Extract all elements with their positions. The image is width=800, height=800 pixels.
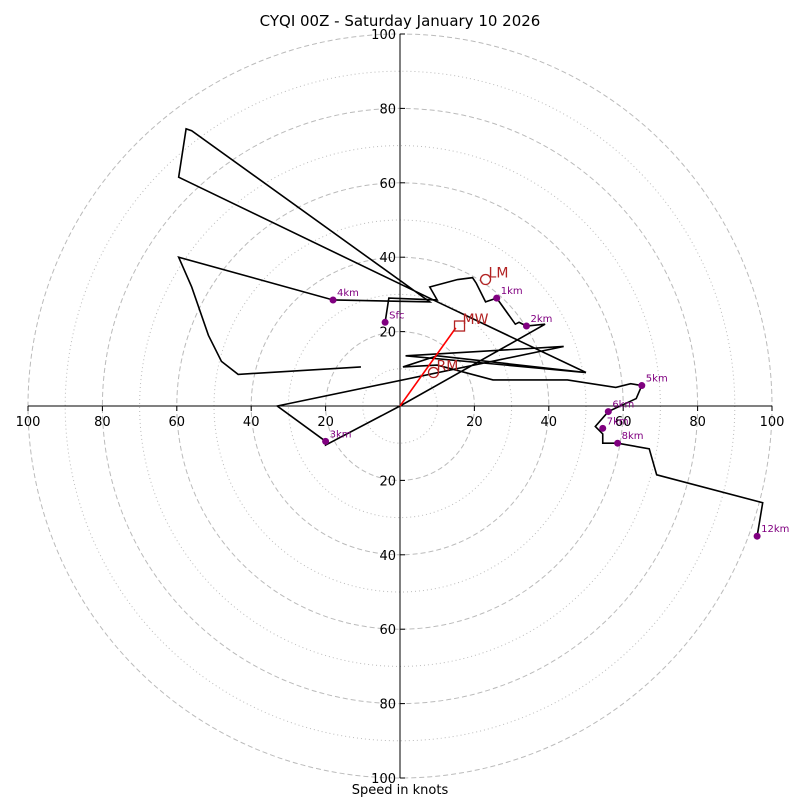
- y-tick-label: 100: [371, 772, 396, 787]
- y-tick-label: 100: [371, 28, 396, 43]
- height-marker: [522, 322, 530, 330]
- y-tick-label: 60: [379, 623, 396, 638]
- height-label: 8km: [622, 431, 644, 442]
- x-tick-label: 100: [16, 415, 41, 430]
- storm-label: MW: [463, 312, 489, 328]
- mean-wind-vector: [399, 327, 457, 407]
- height-label: 4km: [337, 288, 359, 299]
- x-tick-label: 40: [541, 415, 558, 430]
- height-label: 6km: [612, 400, 634, 411]
- height-label: 1km: [501, 286, 523, 297]
- storm-label: LM: [489, 266, 509, 282]
- y-tick-label: 20: [379, 474, 396, 489]
- height-marker: [493, 294, 501, 302]
- storm-marker: [427, 366, 440, 379]
- height-label: 7km: [607, 416, 629, 427]
- y-tick-label: 80: [379, 102, 396, 117]
- height-marker: [381, 318, 389, 326]
- x-tick-label: 80: [689, 415, 706, 430]
- height-label: 3km: [330, 429, 352, 440]
- storm-marker: [479, 273, 492, 286]
- y-tick-label: 40: [379, 549, 396, 564]
- y-tick-label: 80: [379, 698, 396, 713]
- height-label: 5km: [646, 374, 668, 385]
- y-tick-label: 40: [379, 251, 396, 266]
- x-tick-label: 40: [243, 415, 260, 430]
- y-tick-label: 20: [379, 326, 396, 341]
- chart-title: CYQI 00Z - Saturday January 10 2026: [259, 12, 541, 30]
- x-tick-label: 20: [317, 415, 334, 430]
- x-tick-label: 60: [615, 415, 632, 430]
- height-label: 12km: [761, 524, 789, 535]
- height-label: Sfc: [389, 310, 404, 321]
- height-marker: [753, 532, 761, 540]
- height-marker: [604, 408, 612, 416]
- height-marker: [638, 382, 646, 390]
- storm-marker: [453, 320, 466, 332]
- storm-label: RM: [436, 359, 458, 375]
- height-marker: [599, 424, 607, 432]
- height-marker: [614, 439, 622, 447]
- height-label: 2km: [530, 314, 552, 325]
- x-tick-label: 100: [760, 415, 785, 430]
- height-marker: [329, 296, 337, 304]
- x-tick-label: 20: [466, 415, 483, 430]
- x-tick-label: 60: [169, 415, 186, 430]
- hodograph-line: [275, 276, 764, 537]
- x-axis-label: Speed in knots: [351, 783, 449, 798]
- height-marker: [322, 437, 330, 445]
- x-tick-label: 80: [94, 415, 111, 430]
- y-tick-label: 60: [379, 177, 396, 192]
